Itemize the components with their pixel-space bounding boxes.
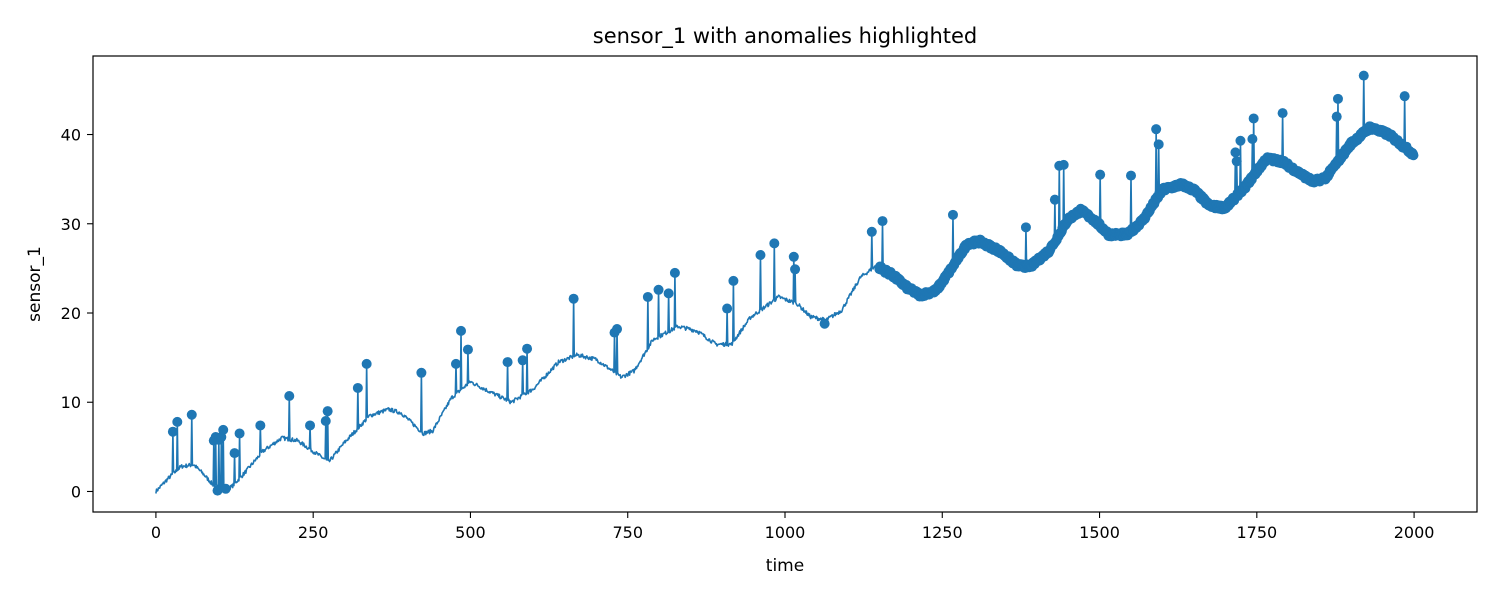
series-group	[155, 70, 1419, 496]
anomaly-point	[502, 357, 513, 368]
anomaly-point	[522, 343, 533, 354]
anomaly-point	[663, 288, 674, 299]
anomaly-point	[234, 428, 245, 439]
anomaly-point	[1020, 222, 1031, 233]
anomaly-point	[866, 226, 877, 237]
y-axis: 0 10 20 30 40	[61, 126, 93, 501]
anomaly-point	[877, 216, 888, 227]
x-tick-label: 2000	[1394, 523, 1435, 542]
anomaly-point	[462, 344, 473, 355]
anomaly-point	[1248, 113, 1259, 124]
anomaly-point	[322, 406, 333, 417]
x-axis-label: time	[766, 556, 804, 576]
anomaly-point	[416, 367, 427, 378]
y-axis-label: sensor_1	[25, 246, 45, 322]
anomaly-point	[305, 420, 316, 431]
y-tick-label: 0	[71, 482, 81, 501]
anomaly-point	[320, 415, 331, 426]
x-tick-label: 1000	[765, 523, 806, 542]
anomaly-point	[1331, 111, 1342, 122]
anomaly-point	[172, 416, 183, 427]
x-tick-label: 0	[151, 523, 161, 542]
anomaly-point	[1231, 156, 1242, 167]
anomaly-point	[1153, 139, 1164, 150]
y-tick-label: 10	[61, 393, 81, 412]
anomaly-point	[722, 303, 733, 314]
anomaly-point	[517, 355, 528, 366]
x-tick-label: 750	[612, 523, 643, 542]
x-tick-label: 500	[455, 523, 486, 542]
anomaly-point	[653, 284, 664, 295]
anomaly-point	[284, 390, 295, 401]
anomaly-point	[728, 275, 739, 286]
x-axis: 0 250 500 750 1000 1250 1500 1750 2000	[151, 512, 1435, 542]
anomaly-point	[1058, 159, 1069, 170]
anomaly-point	[755, 250, 766, 260]
x-tick-label: 1250	[922, 523, 963, 542]
anomaly-point	[790, 264, 801, 275]
anomaly-point	[1247, 133, 1258, 144]
anomaly-point	[450, 358, 461, 369]
anomaly-point	[255, 420, 266, 431]
anomaly-point	[1408, 150, 1419, 161]
anomaly-point	[669, 267, 680, 278]
anomaly-point	[1151, 124, 1162, 135]
anomaly-point	[1235, 135, 1246, 146]
anomaly-point	[642, 291, 653, 302]
anomaly-point	[229, 448, 240, 459]
x-tick-label: 1750	[1236, 523, 1277, 542]
anomaly-point	[568, 293, 579, 304]
anomaly-point	[167, 426, 178, 437]
anomaly-point	[1095, 169, 1106, 180]
y-tick-label: 40	[61, 126, 81, 145]
x-tick-label: 1500	[1079, 523, 1120, 542]
anomaly-point	[218, 424, 229, 435]
axes-frame	[92, 55, 1478, 513]
anomaly-point	[1332, 93, 1343, 104]
anomaly-point	[1277, 108, 1288, 119]
anomaly-point	[788, 251, 799, 262]
y-tick-label: 20	[61, 304, 81, 323]
anomaly-markers	[167, 70, 1419, 496]
anomaly-point	[1230, 147, 1241, 158]
anomaly-point	[1358, 70, 1369, 81]
anomaly-point	[1126, 170, 1136, 181]
chart-title: sensor_1 with anomalies highlighted	[593, 24, 978, 49]
anomaly-point	[819, 318, 830, 329]
anomaly-point	[186, 409, 197, 420]
y-tick-label: 30	[61, 215, 81, 234]
anomaly-point	[1399, 91, 1410, 102]
anomaly-point	[212, 485, 223, 496]
anomaly-point	[1049, 194, 1060, 205]
plot-area	[155, 70, 1419, 496]
anomaly-point	[947, 209, 958, 220]
anomaly-point	[769, 238, 780, 249]
anomaly-point	[612, 324, 623, 335]
anomaly-point	[361, 358, 372, 369]
x-tick-label: 250	[298, 523, 329, 542]
anomaly-point	[220, 483, 231, 494]
anomaly-point	[352, 382, 363, 393]
anomaly-point	[456, 325, 467, 336]
